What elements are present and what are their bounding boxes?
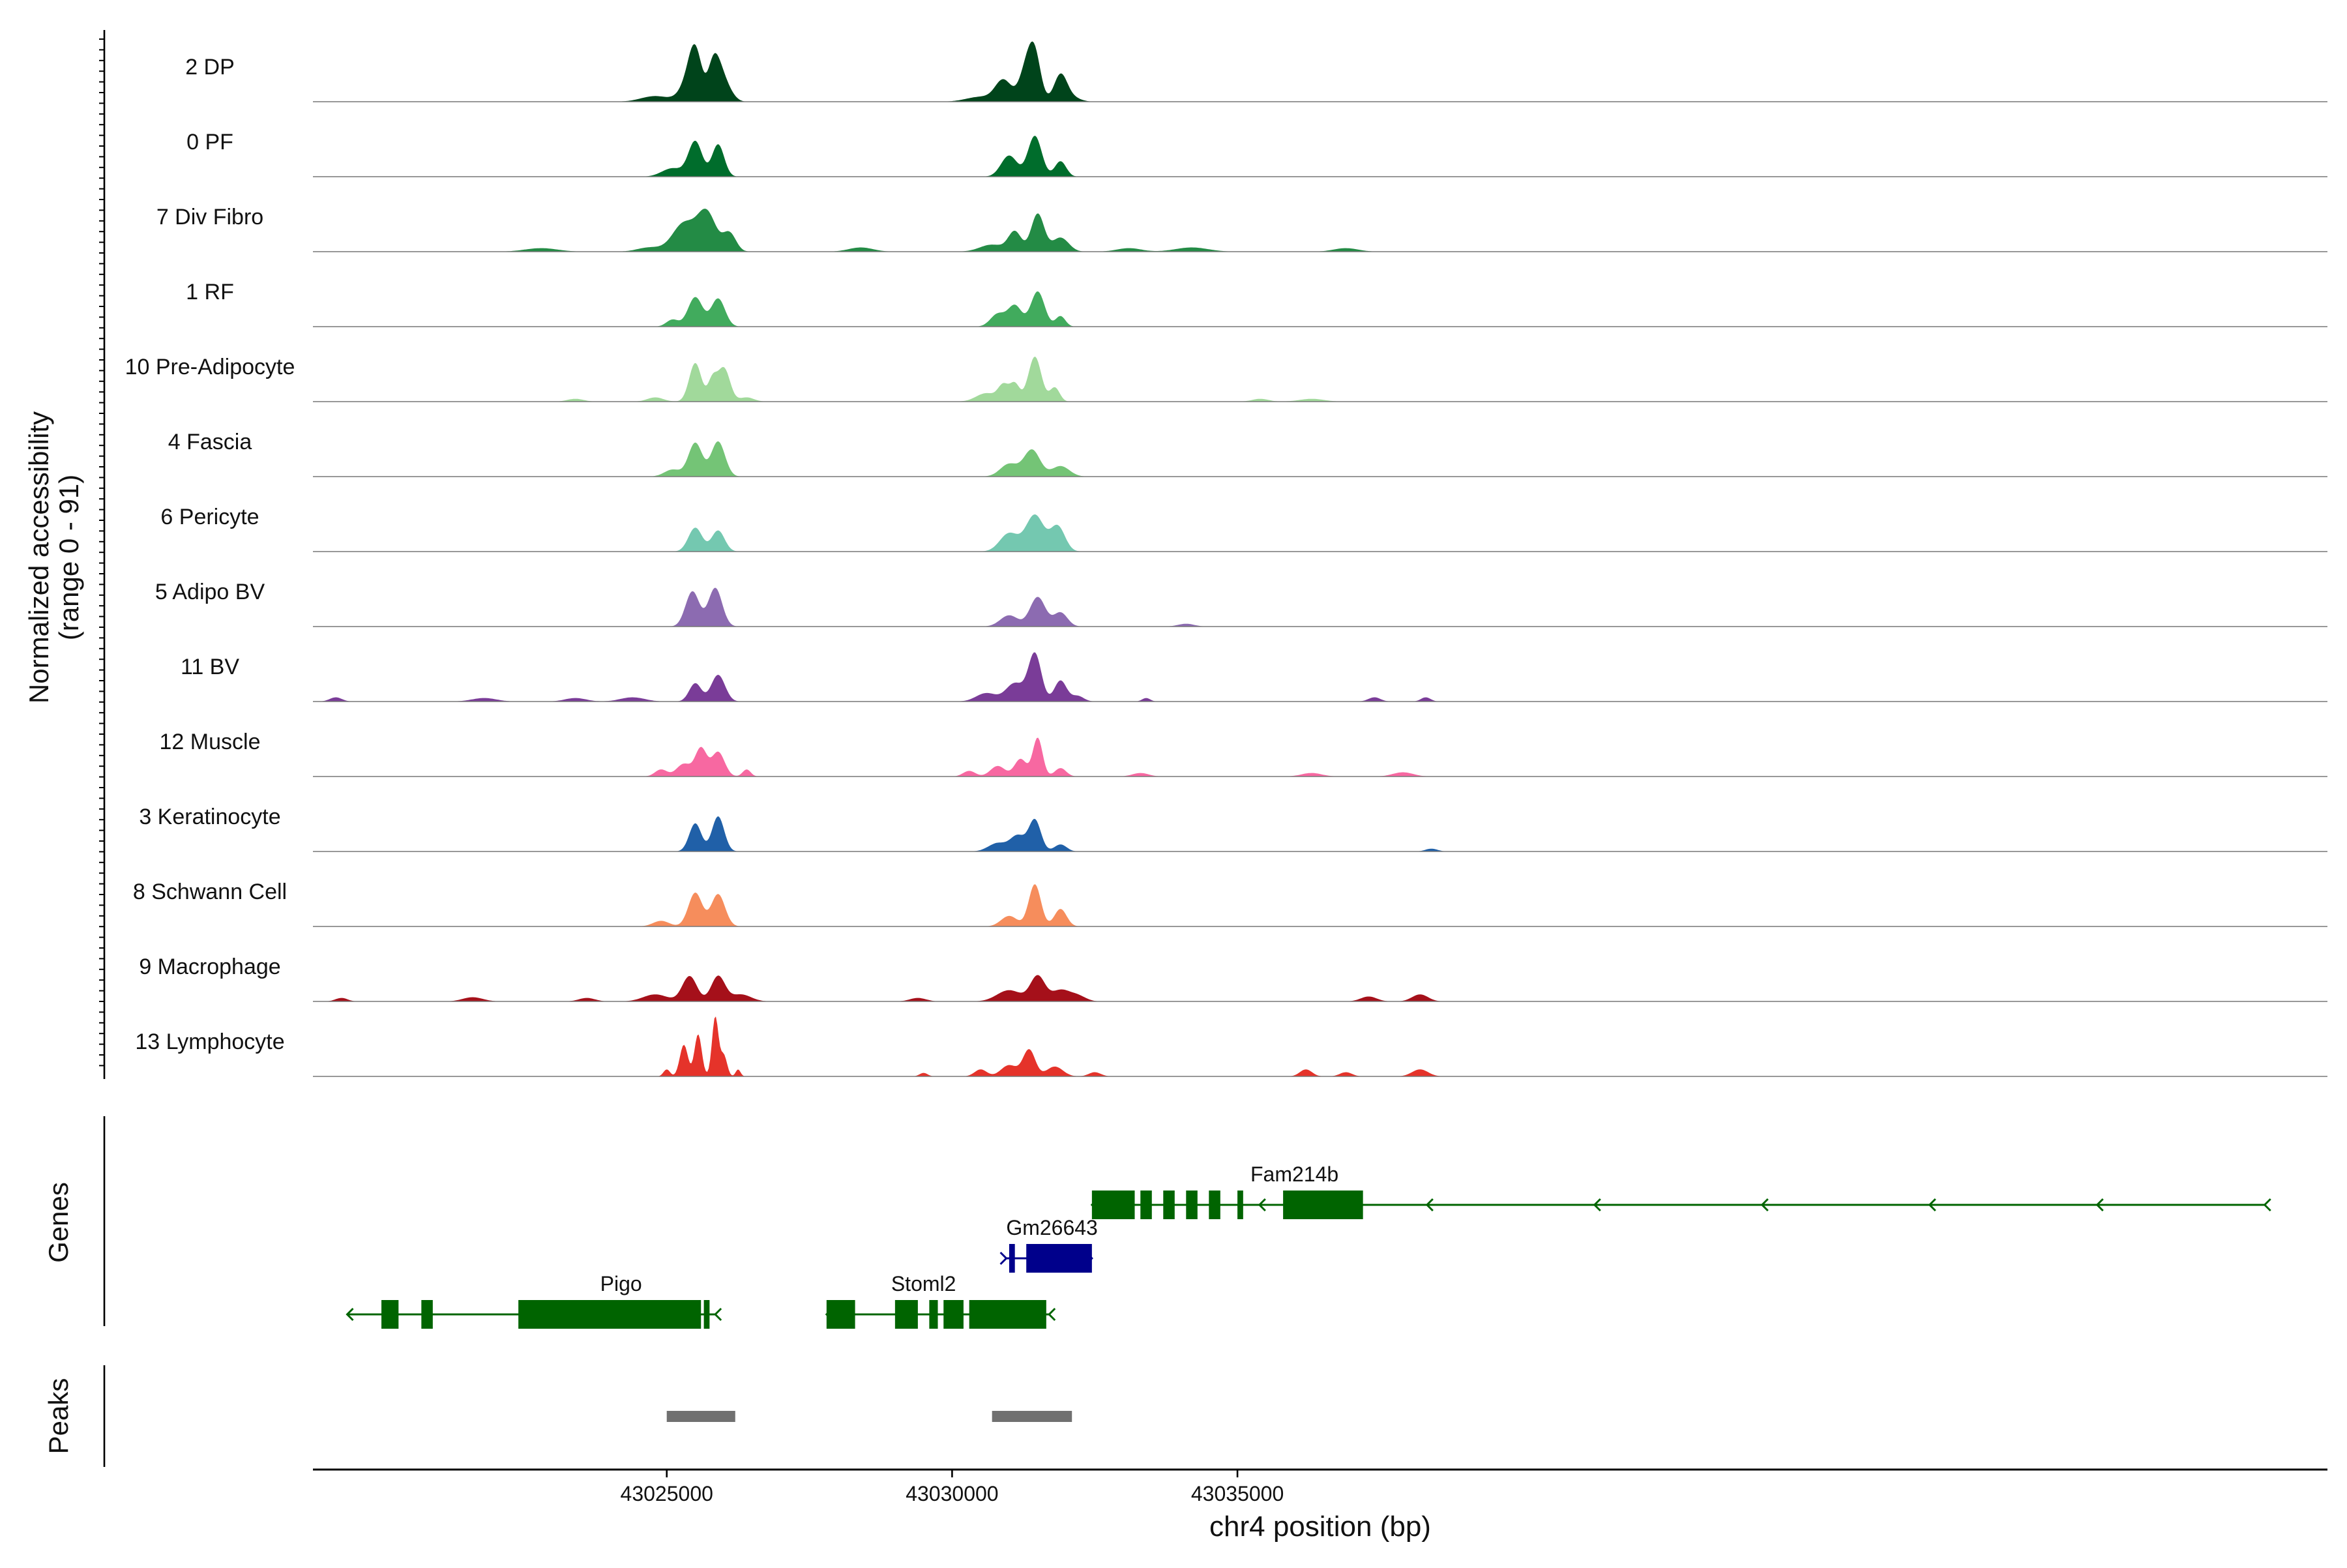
- y-axis-label-line1: Normalized accessibility: [23, 411, 54, 703]
- track-label: 8 Schwann Cell: [133, 880, 287, 904]
- strand-arrow: [2095, 1198, 2104, 1212]
- gene-exon: [1140, 1191, 1152, 1219]
- strand-arrow: [714, 1307, 722, 1322]
- track-label: 2 DP: [185, 55, 235, 80]
- coverage-area: [313, 737, 2327, 777]
- gene-pigo: Pigo: [346, 1272, 722, 1329]
- track-7: 6 Pericyte: [160, 505, 2327, 552]
- gene-exon: [943, 1300, 964, 1329]
- track-label: 3 Keratinocyte: [139, 805, 280, 829]
- gene-exon: [421, 1300, 433, 1329]
- gene-exon: [1209, 1191, 1220, 1219]
- track-label: 7 Div Fibro: [156, 205, 263, 229]
- strand-arrow: [1258, 1198, 1266, 1212]
- track-11: 3 Keratinocyte: [139, 805, 2327, 852]
- track-14: 13 Lymphocyte: [135, 1016, 2327, 1077]
- gene-exon: [1186, 1191, 1198, 1219]
- peak-region-bar: [992, 1411, 1072, 1422]
- strand-arrow: [2263, 1198, 2271, 1212]
- coverage-area: [313, 441, 2327, 477]
- gene-exon: [1091, 1191, 1135, 1219]
- peak-region-bar: [666, 1411, 735, 1422]
- gene-exon: [1237, 1191, 1243, 1219]
- gene-exon: [826, 1300, 855, 1329]
- coverage-area: [313, 209, 2327, 252]
- gene-stoml2: Stoml2: [825, 1272, 1056, 1329]
- coverage-area: [313, 975, 2327, 1001]
- strand-arrow: [1928, 1198, 1936, 1212]
- strand-arrow: [346, 1307, 354, 1322]
- track-label: 10 Pre-Adipocyte: [125, 355, 295, 379]
- gene-label: Fam214b: [1250, 1162, 1338, 1186]
- strand-arrow: [1048, 1307, 1056, 1322]
- strand-arrow: [1593, 1198, 1601, 1212]
- strand-arrow: [1760, 1198, 1769, 1212]
- track-8: 5 Adipo BV: [155, 580, 2327, 627]
- track-label: 0 PF: [186, 130, 233, 155]
- x-tick-label: 43025000: [621, 1482, 713, 1505]
- gene-fam214b: Fam214b: [1090, 1162, 2271, 1219]
- track-10: 12 Muscle: [160, 730, 2327, 777]
- coverage-area: [313, 816, 2327, 851]
- coverage-area: [313, 652, 2327, 702]
- coverage-area: [313, 884, 2327, 926]
- track-1: 2 DP: [185, 41, 2327, 102]
- coverage-area: [313, 587, 2327, 627]
- gene-exon: [894, 1300, 918, 1329]
- gene-exon: [1163, 1191, 1175, 1219]
- peaks-panel-label: Peaks: [43, 1378, 74, 1455]
- track-label: 5 Adipo BV: [155, 580, 265, 604]
- track-label: 13 Lymphocyte: [135, 1029, 284, 1054]
- coverage-tracks: 2 DP 0 PF 7 Div Fibro 1 RF 10 Pre-Adipocyte 4…: [125, 41, 2327, 1077]
- track-label: 4 Fascia: [168, 430, 252, 454]
- gene-exon: [381, 1300, 399, 1329]
- gene-label: Pigo: [600, 1272, 642, 1295]
- track-4: 1 RF: [186, 280, 2327, 327]
- coverage-area: [313, 357, 2327, 402]
- x-tick-label: 43035000: [1191, 1482, 1284, 1505]
- gene-exon: [969, 1300, 1046, 1329]
- gene-exon: [1009, 1244, 1015, 1273]
- track-label: 12 Muscle: [160, 730, 261, 754]
- coverage-area: [313, 41, 2327, 102]
- coverage-area: [313, 1016, 2327, 1076]
- track-label: 9 Macrophage: [139, 954, 280, 979]
- x-axis-ticks: 43025000 43030000 43035000: [621, 1470, 1284, 1505]
- gene-annotations: Pigo Stoml2 Gm26643 Fam214b: [346, 1162, 2271, 1329]
- gene-gm26643: Gm26643: [999, 1216, 1098, 1273]
- track-label: 1 RF: [186, 280, 234, 304]
- peak-regions: [666, 1411, 1072, 1422]
- y-axis-label-line2: (range 0 - 91): [53, 475, 84, 640]
- track-12: 8 Schwann Cell: [133, 880, 2327, 927]
- track-label: 11 BV: [181, 655, 239, 679]
- gene-label: Stoml2: [891, 1272, 956, 1295]
- gene-exon: [703, 1300, 710, 1329]
- strand-arrow: [999, 1251, 1008, 1265]
- x-tick-label: 43030000: [906, 1482, 998, 1505]
- coverage-area: [313, 514, 2327, 552]
- gene-exon: [518, 1300, 701, 1329]
- track-2: 0 PF: [186, 130, 2327, 177]
- track-6: 4 Fascia: [168, 430, 2327, 477]
- gene-label: Gm26643: [1006, 1216, 1098, 1239]
- y-axis-minor-ticks: [99, 38, 104, 1067]
- track-label: 6 Pericyte: [160, 505, 259, 529]
- track-3: 7 Div Fibro: [156, 205, 2327, 252]
- gene-exon: [1283, 1191, 1363, 1219]
- track-9: 11 BV: [181, 652, 2327, 702]
- gene-exon: [929, 1300, 938, 1329]
- track-13: 9 Macrophage: [139, 954, 2327, 1002]
- strand-arrow: [1425, 1198, 1434, 1212]
- genes-panel-label: Genes: [43, 1182, 74, 1263]
- coverage-area: [313, 136, 2327, 177]
- x-axis-label: chr4 position (bp): [1209, 1511, 1431, 1543]
- coverage-area: [313, 291, 2327, 327]
- gene-exon: [1026, 1244, 1092, 1273]
- track-5: 10 Pre-Adipocyte: [125, 355, 2327, 402]
